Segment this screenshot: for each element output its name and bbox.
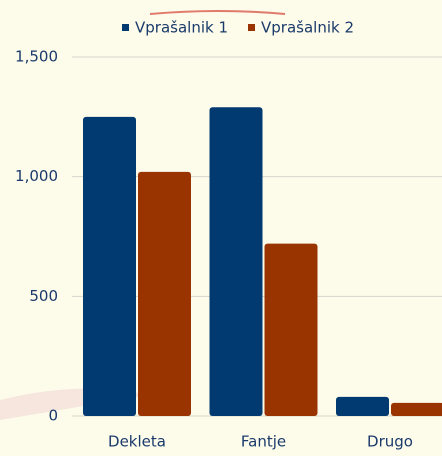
bar (209, 107, 263, 416)
legend-swatch (122, 24, 129, 31)
legend-swatch (248, 24, 255, 31)
decoration (149, 10, 286, 15)
bar (83, 116, 136, 416)
y-tick-label: 1,000 (15, 167, 58, 185)
y-tick-label: 0 (48, 407, 58, 425)
bar (336, 396, 389, 416)
bar (138, 171, 191, 416)
bar (264, 243, 318, 416)
legend-label: Vprašalnik 2 (261, 19, 354, 37)
y-tick-label: 1,500 (15, 48, 58, 66)
bar (391, 402, 442, 416)
legend-label: Vprašalnik 1 (135, 19, 228, 37)
y-tick-label: 500 (29, 287, 58, 305)
x-tick-label: Drugo (367, 433, 413, 451)
x-tick-label: Dekleta (108, 433, 166, 451)
x-tick-label: Fantje (241, 433, 286, 451)
